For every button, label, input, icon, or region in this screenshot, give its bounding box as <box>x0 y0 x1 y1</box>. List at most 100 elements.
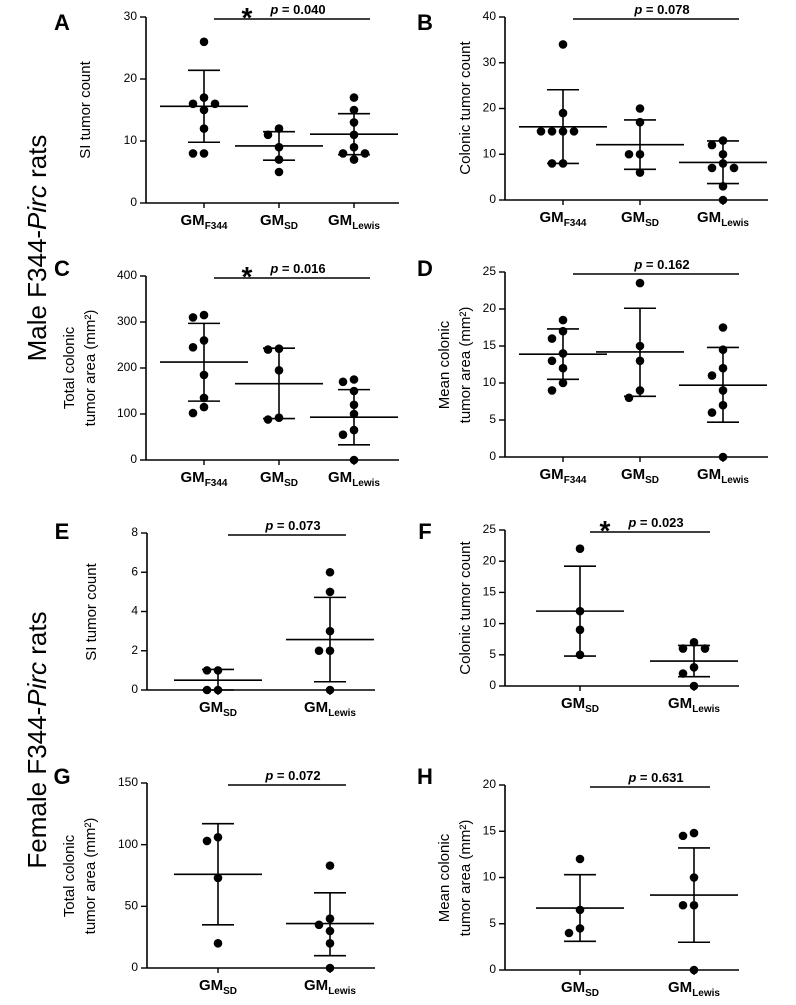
y-tick-label: 50 <box>125 899 139 913</box>
data-point <box>325 646 335 656</box>
data-point <box>349 386 359 396</box>
p-value-italic: p <box>633 257 642 272</box>
data-point <box>349 142 359 152</box>
x-category-base: GM <box>561 979 585 996</box>
data-point <box>325 939 335 948</box>
x-category-label: GMLewis <box>668 695 720 715</box>
x-category-label: GMF344 <box>181 212 228 232</box>
significance-star: * <box>600 515 611 546</box>
data-point <box>558 159 568 168</box>
x-category-subscript: SD <box>585 704 599 715</box>
x-category-subscript: Lewis <box>352 478 380 489</box>
x-category-label: GMLewis <box>697 209 749 229</box>
y-axis-label-line: SI tumor count <box>83 562 100 660</box>
data-point <box>188 343 198 352</box>
y-axis-label: SI tumor count <box>83 562 100 660</box>
data-point <box>635 386 645 395</box>
p-value-italic: p <box>264 518 273 533</box>
y-tick-label: 6 <box>131 564 138 578</box>
data-point <box>338 430 348 440</box>
p-value-label: p = 0.162 <box>633 257 689 272</box>
x-category-label: GMF344 <box>540 466 587 486</box>
data-point <box>274 124 284 133</box>
x-category-base: GM <box>540 466 564 483</box>
row-label-female: Female F344-Pirc rats <box>22 611 52 868</box>
p-value-text: = 0.162 <box>642 257 689 272</box>
x-category-base: GM <box>181 212 205 229</box>
x-category-base: GM <box>621 209 645 226</box>
x-category-label: GMLewis <box>328 469 380 489</box>
p-value-text: = 0.078 <box>642 2 689 17</box>
data-point <box>188 99 198 109</box>
data-point <box>325 914 335 923</box>
x-category-base: GM <box>328 212 352 229</box>
x-category-label: GMLewis <box>668 979 720 999</box>
y-tick-label: 0 <box>131 682 138 696</box>
y-tick-label: 40 <box>483 9 497 23</box>
data-point <box>199 149 209 158</box>
y-tick-label: 10 <box>483 616 497 630</box>
y-tick-label: 20 <box>483 777 497 791</box>
data-point <box>547 386 557 395</box>
p-value-text: = 0.631 <box>636 770 683 785</box>
x-category-label: GMSD <box>260 469 298 489</box>
y-axis-label-line: Mean colonic <box>436 320 453 409</box>
data-point <box>349 118 359 127</box>
data-point <box>349 375 359 384</box>
data-point <box>349 105 359 115</box>
data-point <box>547 356 557 366</box>
data-point <box>338 149 348 158</box>
y-tick-label: 100 <box>118 837 138 851</box>
x-category-label: GMF344 <box>540 209 587 229</box>
data-point <box>707 408 717 417</box>
data-point <box>700 644 710 653</box>
y-axis-label: Total colonic tumor area (mm²) <box>61 310 99 427</box>
y-tick-label: 10 <box>483 146 497 160</box>
y-tick-label: 20 <box>483 553 497 567</box>
data-point <box>718 452 728 462</box>
x-category-base: GM <box>540 209 564 226</box>
data-point <box>213 666 223 675</box>
p-value-label: p = 0.016 <box>269 261 325 276</box>
x-category-base: GM <box>304 699 328 716</box>
data-point <box>729 163 739 173</box>
data-point <box>689 662 699 672</box>
data-point <box>199 310 209 320</box>
y-axis-label-line: Colonic tumor count <box>457 540 474 674</box>
x-category-subscript: SD <box>585 988 599 999</box>
data-point <box>635 168 645 177</box>
data-point <box>202 836 212 846</box>
y-tick-label: 2 <box>131 643 138 657</box>
panel-letter: B <box>417 10 433 35</box>
x-category-label: GMSD <box>199 699 237 719</box>
y-axis-label: Colonic tumor count <box>457 40 474 174</box>
data-point <box>199 336 209 345</box>
p-value-text: = 0.016 <box>278 261 325 276</box>
y-tick-label: 4 <box>131 604 138 618</box>
y-axis-label-line: Total colonic <box>61 326 78 409</box>
data-point <box>547 334 557 343</box>
y-tick-label: 200 <box>117 360 137 374</box>
x-category-label: GMLewis <box>304 699 356 719</box>
panel-g-total-colonic-area-female: G 0 50 100 150 Total colonic tumor area (mm²) G… <box>53 764 375 997</box>
p-value-text: = 0.072 <box>273 768 320 783</box>
y-tick-label: 15 <box>483 823 497 837</box>
data-point <box>718 195 728 205</box>
data-point <box>635 104 645 113</box>
data-point <box>202 666 212 675</box>
data-point <box>202 685 212 695</box>
x-category-base: GM <box>260 212 284 229</box>
data-point <box>349 130 359 140</box>
y-axis-label: Total colonic tumor area (mm²) <box>61 818 99 935</box>
data-point <box>199 93 209 102</box>
data-point <box>635 149 645 159</box>
y-tick-label: 20 <box>483 101 497 115</box>
data-point <box>199 37 209 47</box>
data-point <box>635 356 645 366</box>
data-point <box>678 831 688 841</box>
data-point <box>360 149 370 158</box>
panel-letter: G <box>53 764 70 789</box>
